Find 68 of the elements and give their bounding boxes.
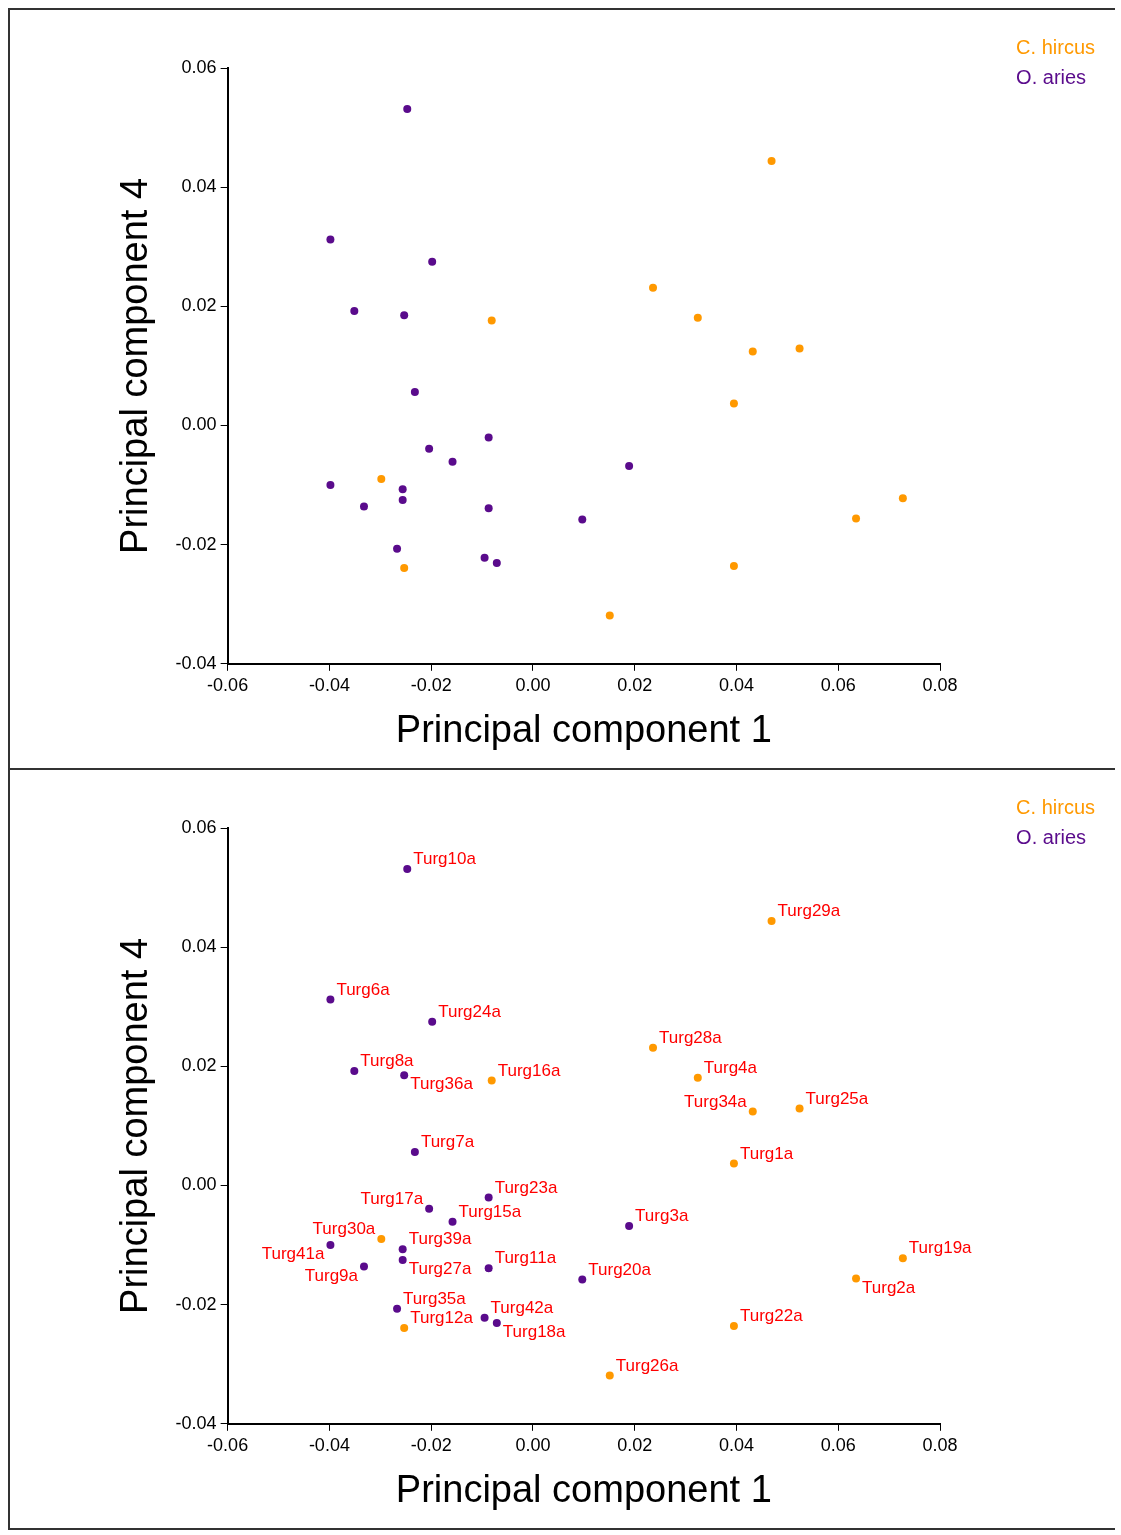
y-axis-title: Principal component 4 xyxy=(113,937,156,1314)
data-label: Turg10a xyxy=(413,849,477,869)
y-tick-label: 0.02 xyxy=(181,295,217,316)
data-label: Turg11a xyxy=(494,1248,557,1268)
data-label: Turg16a xyxy=(497,1060,561,1080)
x-tick-label: 0.06 xyxy=(820,674,856,695)
x-tick-label: 0.08 xyxy=(922,1434,958,1455)
x-tick-label: 0.02 xyxy=(617,1434,653,1455)
data-label: Turg34a xyxy=(684,1091,748,1111)
data-label: Turg41a xyxy=(261,1244,325,1264)
y-tick-label: 0.06 xyxy=(181,816,217,837)
data-label: Turg39a xyxy=(408,1229,472,1249)
x-tick-label: -0.06 xyxy=(207,1434,249,1455)
text: C. hircus xyxy=(1016,795,1095,820)
x-tick-label: 0.08 xyxy=(922,674,958,695)
data-label: Turg42a xyxy=(490,1297,554,1317)
x-tick-label: 0.00 xyxy=(515,1434,551,1455)
data-label: Turg36a xyxy=(410,1074,474,1094)
x-tick-label: 0.02 xyxy=(617,674,653,695)
data-label: Turg27a xyxy=(408,1259,472,1279)
y-tick-label: 0.04 xyxy=(181,176,217,197)
data-label: Turg28a xyxy=(659,1028,723,1048)
y-axis-title: Principal component 4 xyxy=(113,177,156,554)
y-tick-label: -0.02 xyxy=(175,1293,217,1314)
data-label: Turg4a xyxy=(703,1057,758,1077)
x-tick-label: -0.06 xyxy=(207,674,249,695)
y-tick-label: 0.02 xyxy=(181,1055,217,1076)
data-label: Turg29a xyxy=(777,901,841,921)
x-tick-label: -0.04 xyxy=(308,1434,350,1455)
y-tick-label: 0.00 xyxy=(181,414,217,435)
data-label: Turg24a xyxy=(438,1001,502,1021)
data-label: Turg30a xyxy=(312,1219,376,1239)
data-label: Turg19a xyxy=(908,1238,973,1258)
y-tick-label: 0.00 xyxy=(181,1174,217,1195)
x-axis-title: Principal component 1 xyxy=(395,1467,772,1510)
x-tick-label: 0.04 xyxy=(718,674,754,695)
data-label: Turg25a xyxy=(805,1088,869,1108)
data-label: Turg22a xyxy=(739,1306,804,1326)
data-label: Turg15a xyxy=(458,1202,522,1222)
x-tick-label: -0.04 xyxy=(308,674,350,695)
data-label: Turg2a xyxy=(862,1277,916,1297)
data-label: Turg8a xyxy=(360,1051,415,1071)
y-tick-label: -0.02 xyxy=(175,533,217,554)
y-tick-label: 0.06 xyxy=(181,56,217,77)
text: C. hircus xyxy=(1016,35,1095,60)
data-label: Turg12a xyxy=(410,1308,474,1328)
data-label: Turg23a xyxy=(494,1177,558,1197)
data-label: Turg26a xyxy=(615,1355,679,1375)
x-tick-label: 0.00 xyxy=(515,674,551,695)
text: O. aries xyxy=(1016,825,1088,850)
x-tick-label: -0.02 xyxy=(410,1434,452,1455)
y-tick-label: -0.04 xyxy=(175,1412,217,1433)
data-label: Turg17a xyxy=(360,1188,424,1208)
data-label: Turg20a xyxy=(588,1259,652,1279)
x-tick-label: -0.02 xyxy=(410,674,452,695)
data-label: Turg35a xyxy=(403,1289,467,1308)
y-tick-label: 0.04 xyxy=(181,936,217,957)
x-axis-title: Principal component 1 xyxy=(395,707,772,750)
data-label: Turg7a xyxy=(420,1132,475,1152)
data-label: Turg3a xyxy=(635,1206,689,1226)
data-label: Turg6a xyxy=(336,979,391,999)
x-tick-label: 0.06 xyxy=(820,1434,856,1455)
y-tick-label: -0.04 xyxy=(175,652,217,673)
x-tick-label: 0.04 xyxy=(718,1434,754,1455)
data-label: Turg9a xyxy=(304,1265,359,1285)
data-label: Turg1a xyxy=(739,1143,794,1163)
text: O. aries xyxy=(1016,65,1088,90)
data-label: Turg18a xyxy=(502,1322,567,1342)
